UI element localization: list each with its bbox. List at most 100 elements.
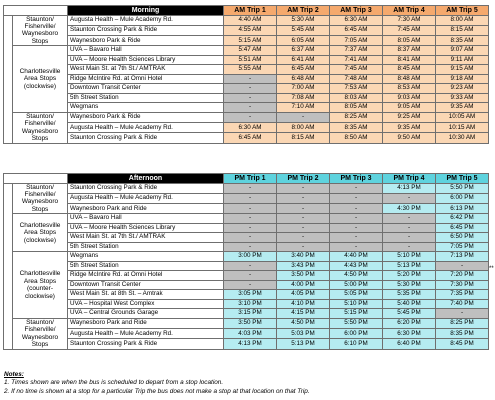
stop-group-label: Staunton/ Fisherville/ Waynesboro Stops <box>12 182 68 215</box>
time-cell: 7:45 AM <box>382 24 436 37</box>
time-cell: 8:37 AM <box>382 45 436 56</box>
time-cell: - <box>276 111 330 124</box>
time-cell: - <box>329 203 383 215</box>
time-cell: 5:45 PM <box>382 308 436 319</box>
time-cell: - <box>223 279 277 291</box>
time-cell: 5:45 AM <box>276 24 330 37</box>
time-cell: 7:05 AM <box>329 35 383 47</box>
trip-header: AM Trip 4 <box>382 5 436 16</box>
stop-name: West Main St. at 8th St. – Amtrak <box>67 289 224 300</box>
trip-header: AM Trip 3 <box>329 5 383 16</box>
time-cell: 7:37 AM <box>329 45 383 56</box>
time-cell: - <box>329 213 383 224</box>
time-cell: 6:05 AM <box>276 35 330 47</box>
time-cell: 8:48 AM <box>382 73 436 85</box>
notes-heading: Notes: <box>4 371 24 378</box>
trip-header: PM Trip 4 <box>382 173 436 184</box>
time-cell: 6:45 AM <box>223 132 277 144</box>
time-cell: 4:13 PM <box>382 182 436 194</box>
time-cell: 9:03 AM <box>382 92 436 104</box>
direction-label: Eastbound <box>3 14 13 144</box>
time-cell: 4:10 PM <box>276 298 330 310</box>
table-row: West Main St. at 7th St./ AMTRAK - - - -6:50… <box>4 232 489 243</box>
stop-name: Staunton Crossing Park & Ride <box>67 24 224 37</box>
time-cell: 5:50 PM <box>329 317 383 330</box>
time-cell: 4:55 AM <box>223 24 277 37</box>
time-cell: 9:23 AM <box>435 83 489 94</box>
note-1: 1. Times shown are when the bus is sched… <box>4 379 224 387</box>
time-cell: - <box>276 182 330 194</box>
time-cell: 8:45 PM <box>435 338 489 350</box>
time-cell: 4:03 PM <box>223 328 277 340</box>
time-cell: 5:00 PM <box>329 279 383 291</box>
notes-section: Notes: 1. Times shown are when the bus i… <box>4 371 310 396</box>
time-cell: 7:35 PM <box>435 289 489 300</box>
time-cell: 10:30 AM <box>435 132 489 144</box>
trip-header: PM Trip 1 <box>223 173 277 184</box>
trip-header: AM Trip 5 <box>435 5 489 16</box>
table-row: Ridge McIntire Rd. at Omni Hotel -3:50 PM… <box>4 270 489 281</box>
time-cell: 9:35 AM <box>435 102 489 113</box>
time-cell: 9:07 AM <box>435 45 489 56</box>
time-cell: 7:00 AM <box>276 83 330 94</box>
table-row: WestboundStaunton/ Fisherville/ Waynesbo… <box>3 182 489 350</box>
time-cell: 4:00 PM <box>276 279 330 291</box>
time-cell: 8:05 AM <box>382 35 436 47</box>
time-cell: 7:30 AM <box>382 14 436 26</box>
time-cell: - <box>382 222 436 234</box>
time-cell: 9:15 AM <box>435 64 489 75</box>
stop-name: Augusta Health – Mule Academy Rd. <box>67 122 224 134</box>
stop-name: UVA – Bavaro Hall <box>67 45 224 56</box>
table-row: Staunton/ Fisherville/ Waynesboro Stops W… <box>4 111 489 144</box>
time-cell: - <box>223 213 277 224</box>
time-cell: 7:20 PM <box>435 270 489 281</box>
time-cell: - <box>276 192 330 205</box>
time-cell: 5:13 PM <box>276 338 330 350</box>
time-cell: 5:55 AM <box>223 64 277 75</box>
time-cell: - <box>223 222 277 234</box>
table-row: Waynesboro Park & Ride 5:15 AM 6:05 AM 7:05… <box>4 35 489 47</box>
time-cell: - <box>223 203 277 215</box>
stop-name: West Main St. at 7th St./ AMTRAK <box>67 64 224 75</box>
time-cell: 4:43 PM <box>329 260 383 272</box>
time-cell: 5:15 AM <box>223 35 277 47</box>
time-cell: 9:18 AM <box>435 73 489 85</box>
time-cell: 5:10 PM <box>382 251 436 262</box>
stop-group-label: Charlottesville Area Stops (clockwise) <box>12 213 68 253</box>
stop-name: Augusta Health – Mule Academy Rd. <box>67 192 224 205</box>
time-cell: - <box>276 241 330 253</box>
time-cell: 3:50 PM <box>223 317 277 330</box>
table-row: Staunton/ Fisherville/ Waynesboro Stops W… <box>4 317 489 350</box>
table-row: Augusta Health – Mule Academy Rd. - - - -6:0… <box>4 192 489 205</box>
time-cell: 8:15 AM <box>276 132 330 144</box>
trip-header: AM Trip 2 <box>276 5 330 16</box>
table-row: UVA – Central Grounds Garage 3:15 PM 4:15 … <box>4 308 489 319</box>
time-cell: 5:30 AM <box>276 14 330 26</box>
table-row: Downtown Transit Center -7:00 AM 7:53 AM 8:… <box>4 83 489 94</box>
stop-name: 5th Street Station <box>67 241 224 253</box>
time-cell: - <box>223 73 277 85</box>
time-cell: - <box>435 260 489 272</box>
time-cell: 6:48 AM <box>276 73 330 85</box>
time-cell: 7:48 AM <box>329 73 383 85</box>
time-cell: 4:50 PM <box>329 270 383 281</box>
time-cell: 3:05 PM <box>223 289 277 300</box>
time-cell: 6:00 PM <box>329 328 383 340</box>
trip-header: PM Trip 5 <box>435 173 489 184</box>
time-cell: - <box>223 232 277 243</box>
stop-name: Augusta Health – Mule Academy Rd. <box>67 14 224 26</box>
time-cell: 7:10 AM <box>276 102 330 113</box>
section-title: Afternoon <box>67 173 224 184</box>
time-cell: 4:40 AM <box>223 14 277 26</box>
table-row: Downtown Transit Center -4:00 PM 5:00 PM 5:… <box>4 279 489 291</box>
table-row: UVA – Hospital West Complex 3:10 PM 4:10 P… <box>4 298 489 310</box>
table-row: UVA – Moore Health Sciences Library 5:51 … <box>4 54 489 66</box>
time-cell: 7:53 AM <box>329 83 383 94</box>
time-cell: 6:50 PM <box>435 232 489 243</box>
header-blank <box>3 173 68 184</box>
stop-group-label: Charlottesville Area Stops (counter-cloc… <box>12 251 68 319</box>
stop-name: Wegmans <box>67 102 224 113</box>
trip-header: PM Trip 2 <box>276 173 330 184</box>
stop-name: 5th Street Station <box>67 260 224 272</box>
time-cell: 3:50 PM <box>276 270 330 281</box>
